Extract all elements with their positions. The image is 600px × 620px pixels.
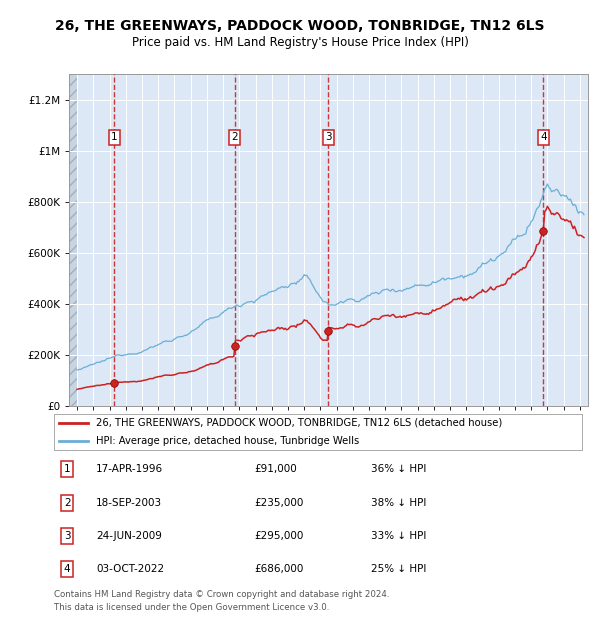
Text: £686,000: £686,000 — [254, 564, 304, 574]
Text: £91,000: £91,000 — [254, 464, 298, 474]
Text: 36% ↓ HPI: 36% ↓ HPI — [371, 464, 426, 474]
Text: 2: 2 — [231, 133, 238, 143]
Text: 1: 1 — [64, 464, 71, 474]
Text: £235,000: £235,000 — [254, 498, 304, 508]
Text: 3: 3 — [64, 531, 71, 541]
Text: 38% ↓ HPI: 38% ↓ HPI — [371, 498, 426, 508]
Text: 2: 2 — [64, 498, 71, 508]
Text: 26, THE GREENWAYS, PADDOCK WOOD, TONBRIDGE, TN12 6LS: 26, THE GREENWAYS, PADDOCK WOOD, TONBRID… — [55, 19, 545, 33]
Text: 33% ↓ HPI: 33% ↓ HPI — [371, 531, 426, 541]
Text: 26, THE GREENWAYS, PADDOCK WOOD, TONBRIDGE, TN12 6LS (detached house): 26, THE GREENWAYS, PADDOCK WOOD, TONBRID… — [96, 417, 502, 428]
Text: 3: 3 — [325, 133, 331, 143]
Text: 17-APR-1996: 17-APR-1996 — [96, 464, 163, 474]
Text: HPI: Average price, detached house, Tunbridge Wells: HPI: Average price, detached house, Tunb… — [96, 435, 359, 446]
Text: Price paid vs. HM Land Registry's House Price Index (HPI): Price paid vs. HM Land Registry's House … — [131, 36, 469, 48]
Text: £295,000: £295,000 — [254, 531, 304, 541]
Text: 1: 1 — [111, 133, 118, 143]
Text: 03-OCT-2022: 03-OCT-2022 — [96, 564, 164, 574]
Text: 24-JUN-2009: 24-JUN-2009 — [96, 531, 162, 541]
Text: 4: 4 — [64, 564, 71, 574]
Text: Contains HM Land Registry data © Crown copyright and database right 2024.
This d: Contains HM Land Registry data © Crown c… — [54, 590, 389, 612]
Text: 25% ↓ HPI: 25% ↓ HPI — [371, 564, 426, 574]
Text: 4: 4 — [540, 133, 547, 143]
Text: 18-SEP-2003: 18-SEP-2003 — [96, 498, 163, 508]
